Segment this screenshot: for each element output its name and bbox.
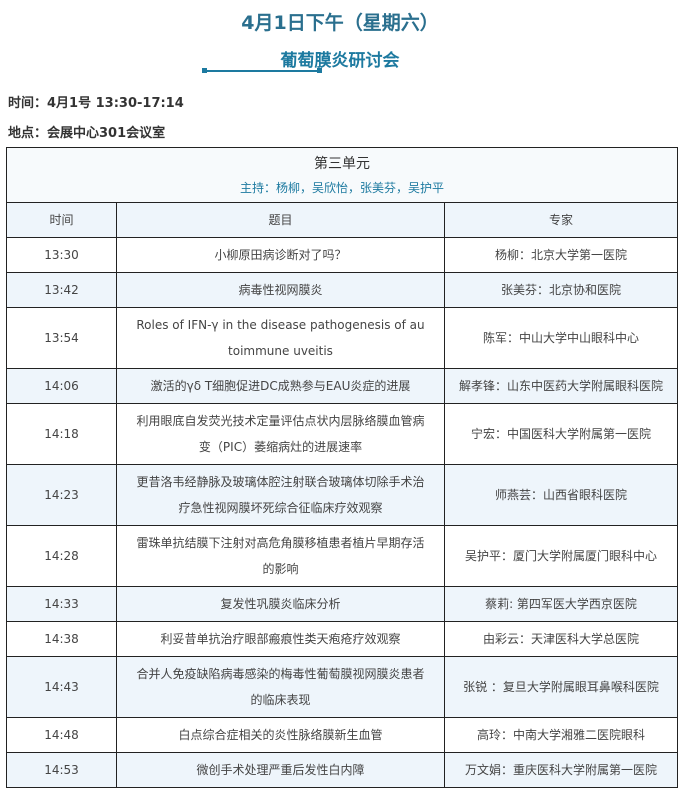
speaker-cell: 吴护平：厦门大学附属厦门眼科中心 (444, 525, 678, 587)
time-cell: 14:06 (6, 368, 117, 404)
table-row: 14:38 利妥昔单抗治疗眼部瘢痕性类天疱疮疗效观察 由彩云：天津医科大学总医院 (6, 621, 678, 657)
moderators: 主持：杨柳，吴欣怡，张美芬，吴护平 (239, 181, 444, 195)
table-row: 13:42 病毒性视网膜炎 张美芬：北京协和医院 (6, 272, 678, 308)
table-row: 13:54 Roles of IFN-γ in the disease patho… (6, 307, 678, 369)
speaker-cell: 陈军：中山大学中山眼科中心 (444, 307, 678, 369)
time-cell: 14:23 (6, 464, 117, 526)
table-row: 14:43 合并人免疫缺陷病毒感染的梅毒性葡萄膜视网膜炎患者的临床表现 张锐 ：复旦… (6, 656, 678, 718)
time-cell: 14:33 (6, 586, 117, 622)
table-row: 14:23 更昔洛韦经静脉及玻璃体腔注射联合玻璃体切除手术治疗急性视网膜坏死综合征… (6, 464, 678, 526)
column-header-speaker: 专家 (444, 202, 678, 238)
speaker-cell: 宁宏：中国医科大学附属第一医院 (444, 403, 678, 465)
speaker-cell: 万文娟：重庆医科大学附属第一医院 (444, 752, 678, 788)
page-title: 4月1日下午（星期六） (241, 12, 439, 34)
time-cell: 13:30 (6, 237, 117, 273)
topic-cell: 更昔洛韦经静脉及玻璃体腔注射联合玻璃体切除手术治疗急性视网膜坏死综合征临床疗效观… (116, 464, 445, 526)
session-place: 地点：会展中心301会议室 (8, 126, 166, 141)
table-row: 13:30 小柳原田病诊断对了吗？ 杨柳：北京大学第一医院 (6, 237, 678, 273)
time-cell: 13:54 (6, 307, 117, 369)
session-time: 时间：4月1号 13:30-17:14 (8, 96, 184, 111)
topic-cell: 微创手术处理严重后发性白内障 (116, 752, 445, 788)
speaker-cell: 蔡莉: 第四军医大学西京医院 (444, 586, 678, 622)
topic-cell: 雷珠单抗结膜下注射对高危角膜移植患者植片早期存活的影响 (116, 525, 445, 587)
column-header-time: 时间 (6, 202, 117, 238)
speaker-cell: 师燕芸：山西省眼科医院 (444, 464, 678, 526)
time-cell: 14:43 (6, 656, 117, 718)
table-row: 14:48 白点综合症相关的炎性脉络膜新生血管 高玲：中南大学湘雅二医院眼科 (6, 717, 678, 753)
topic-cell: 病毒性视网膜炎 (116, 272, 445, 308)
topic-cell: 复发性巩膜炎临床分析 (116, 586, 445, 622)
table-row: 14:06 激活的γδ T细胞促进DC成熟参与EAU炎症的进展 解孝锋：山东中医药大… (6, 368, 678, 404)
topic-cell: 白点综合症相关的炎性脉络膜新生血管 (116, 717, 445, 753)
topic-cell: 利用眼底自发荧光技术定量评估点状内层脉络膜血管病变（PIC）萎缩病灶的进展速率 (116, 403, 445, 465)
speaker-cell: 张锐 ：复旦大学附属眼耳鼻喉科医院 (444, 656, 678, 718)
speaker-cell: 杨柳：北京大学第一医院 (444, 237, 678, 273)
topic-cell: Roles of IFN-γ in the disease pathogenes… (116, 307, 445, 369)
topic-cell: 合并人免疫缺陷病毒感染的梅毒性葡萄膜视网膜炎患者的临床表现 (116, 656, 445, 718)
time-cell: 14:18 (6, 403, 117, 465)
table-row: 14:28 雷珠单抗结膜下注射对高危角膜移植患者植片早期存活的影响 吴护平：厦门大学… (6, 525, 678, 587)
time-cell: 14:53 (6, 752, 117, 788)
topic-cell: 激活的γδ T细胞促进DC成熟参与EAU炎症的进展 (116, 368, 445, 404)
speaker-cell: 解孝锋：山东中医药大学附属眼科医院 (444, 368, 678, 404)
table-row: 14:18 利用眼底自发荧光技术定量评估点状内层脉络膜血管病变（PIC）萎缩病灶的… (6, 403, 678, 465)
title-underline (202, 68, 322, 73)
topic-cell: 利妥昔单抗治疗眼部瘢痕性类天疱疮疗效观察 (116, 621, 445, 657)
schedule-table: 第三单元 主持：杨柳，吴欣怡，张美芬，吴护平 时间 题目 专家 13:30 小柳原… (6, 147, 678, 788)
table-row: 14:33 复发性巩膜炎临床分析 蔡莉: 第四军医大学西京医院 (6, 586, 678, 622)
unit-title: 第三单元 (314, 156, 370, 172)
speaker-cell: 由彩云：天津医科大学总医院 (444, 621, 678, 657)
time-cell: 13:42 (6, 272, 117, 308)
table-row: 14:53 微创手术处理严重后发性白内障 万文娟：重庆医科大学附属第一医院 (6, 752, 678, 788)
speaker-cell: 高玲：中南大学湘雅二医院眼科 (444, 717, 678, 753)
time-cell: 14:38 (6, 621, 117, 657)
unit-header: 第三单元 主持：杨柳，吴欣怡，张美芬，吴护平 (6, 147, 678, 203)
column-header-topic: 题目 (116, 202, 445, 238)
topic-cell: 小柳原田病诊断对了吗？ (116, 237, 445, 273)
time-cell: 14:28 (6, 525, 117, 587)
speaker-cell: 张美芬：北京协和医院 (444, 272, 678, 308)
time-cell: 14:48 (6, 717, 117, 753)
section-title: 葡萄膜炎研讨会 (280, 51, 400, 71)
